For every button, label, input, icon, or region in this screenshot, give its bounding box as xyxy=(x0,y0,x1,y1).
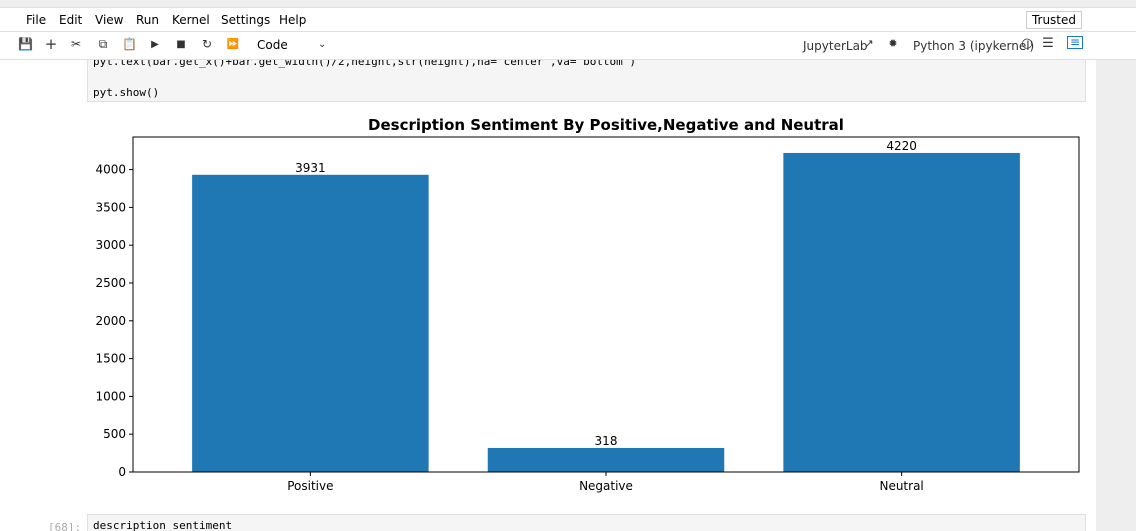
y-tick-label: 500 xyxy=(103,427,126,441)
code-cell[interactable]: description_sentiment xyxy=(87,514,1086,531)
y-tick-label: 2500 xyxy=(95,276,126,290)
y-tick-label: 1500 xyxy=(95,352,126,366)
run-icon[interactable]: ▶ xyxy=(151,39,159,50)
property-inspector-icon[interactable]: ≡ xyxy=(1067,36,1083,49)
notebook-panel: pyt.text(bar.get_x()+bar.get_width()/2,h… xyxy=(0,60,1096,531)
x-tick-label: Neutral xyxy=(879,479,923,493)
code-line: description_sentiment xyxy=(93,519,233,531)
y-tick-label: 4000 xyxy=(95,163,126,177)
trusted-indicator[interactable]: Trusted xyxy=(1025,11,1082,29)
bar xyxy=(783,152,1020,472)
menu-kernel[interactable]: Kernel xyxy=(172,13,210,27)
fast-forward-icon[interactable]: ⏩ xyxy=(226,39,240,50)
menu-settings[interactable]: Settings xyxy=(221,13,271,27)
code-line: pyt.show() xyxy=(93,86,160,99)
y-tick-label: 0 xyxy=(118,465,126,479)
notebook-toolbar: 💾 + ✂ ⧉ 📋 ▶ ■ ↻ ⏩ Code ⌄ JupyterLab ↗ ✹ … xyxy=(0,32,1136,60)
cell-prompt: [68]: xyxy=(48,521,82,531)
bar xyxy=(192,174,429,472)
code-cell[interactable]: pyt.text(bar.get_x()+bar.get_width()/2,h… xyxy=(87,60,1086,102)
bar-data-label: 4220 xyxy=(886,139,917,153)
cell-type-select[interactable]: Code xyxy=(257,38,288,52)
bar-data-label: 3931 xyxy=(295,161,326,175)
menu-edit[interactable]: Edit xyxy=(59,13,83,27)
y-tick-label: 3500 xyxy=(95,200,126,214)
y-tick-label: 2000 xyxy=(95,314,126,328)
kernel-status-icon: ○ xyxy=(1021,36,1033,51)
cut-icon[interactable]: ✂ xyxy=(70,37,82,51)
bar-data-label: 318 xyxy=(595,434,618,448)
chevron-down-icon[interactable]: ⌄ xyxy=(318,39,327,50)
save-icon[interactable]: 💾 xyxy=(18,37,33,51)
menu-file[interactable]: File xyxy=(26,13,47,27)
kernel-name[interactable]: Python 3 (ipykernel) xyxy=(913,39,1035,53)
debugger-icon[interactable]: ✹ xyxy=(888,37,898,50)
menu-icon[interactable]: ☰ xyxy=(1042,36,1054,51)
menu-help[interactable]: Help xyxy=(279,13,307,27)
code-line: pyt.text(bar.get_x()+bar.get_width()/2,h… xyxy=(93,60,637,68)
bar-chart: Description Sentiment By Positive,Negati… xyxy=(95,116,1080,493)
stop-icon[interactable]: ■ xyxy=(176,39,186,50)
y-tick-label: 1000 xyxy=(95,389,126,403)
x-tick-label: Positive xyxy=(287,479,333,493)
y-tick-label: 3000 xyxy=(95,238,126,252)
menu-view[interactable]: View xyxy=(95,13,124,27)
copy-icon[interactable]: ⧉ xyxy=(98,37,108,51)
menu-run[interactable]: Run xyxy=(136,13,160,27)
scrollbar[interactable] xyxy=(1096,60,1136,531)
plot-frame xyxy=(132,136,1080,473)
add-cell-icon[interactable]: + xyxy=(44,35,58,53)
bar xyxy=(487,447,725,472)
jupyterlab-link[interactable]: JupyterLab xyxy=(803,39,868,53)
paste-icon[interactable]: 📋 xyxy=(122,37,137,51)
menu-bar: File Edit View Run Kernel Settings Help … xyxy=(0,7,1136,32)
x-tick-label: Negative xyxy=(579,479,633,493)
chart-title: Description Sentiment By Positive,Negati… xyxy=(368,116,844,134)
external-link-icon[interactable]: ↗ xyxy=(864,37,874,50)
restart-icon[interactable]: ↻ xyxy=(201,37,213,51)
